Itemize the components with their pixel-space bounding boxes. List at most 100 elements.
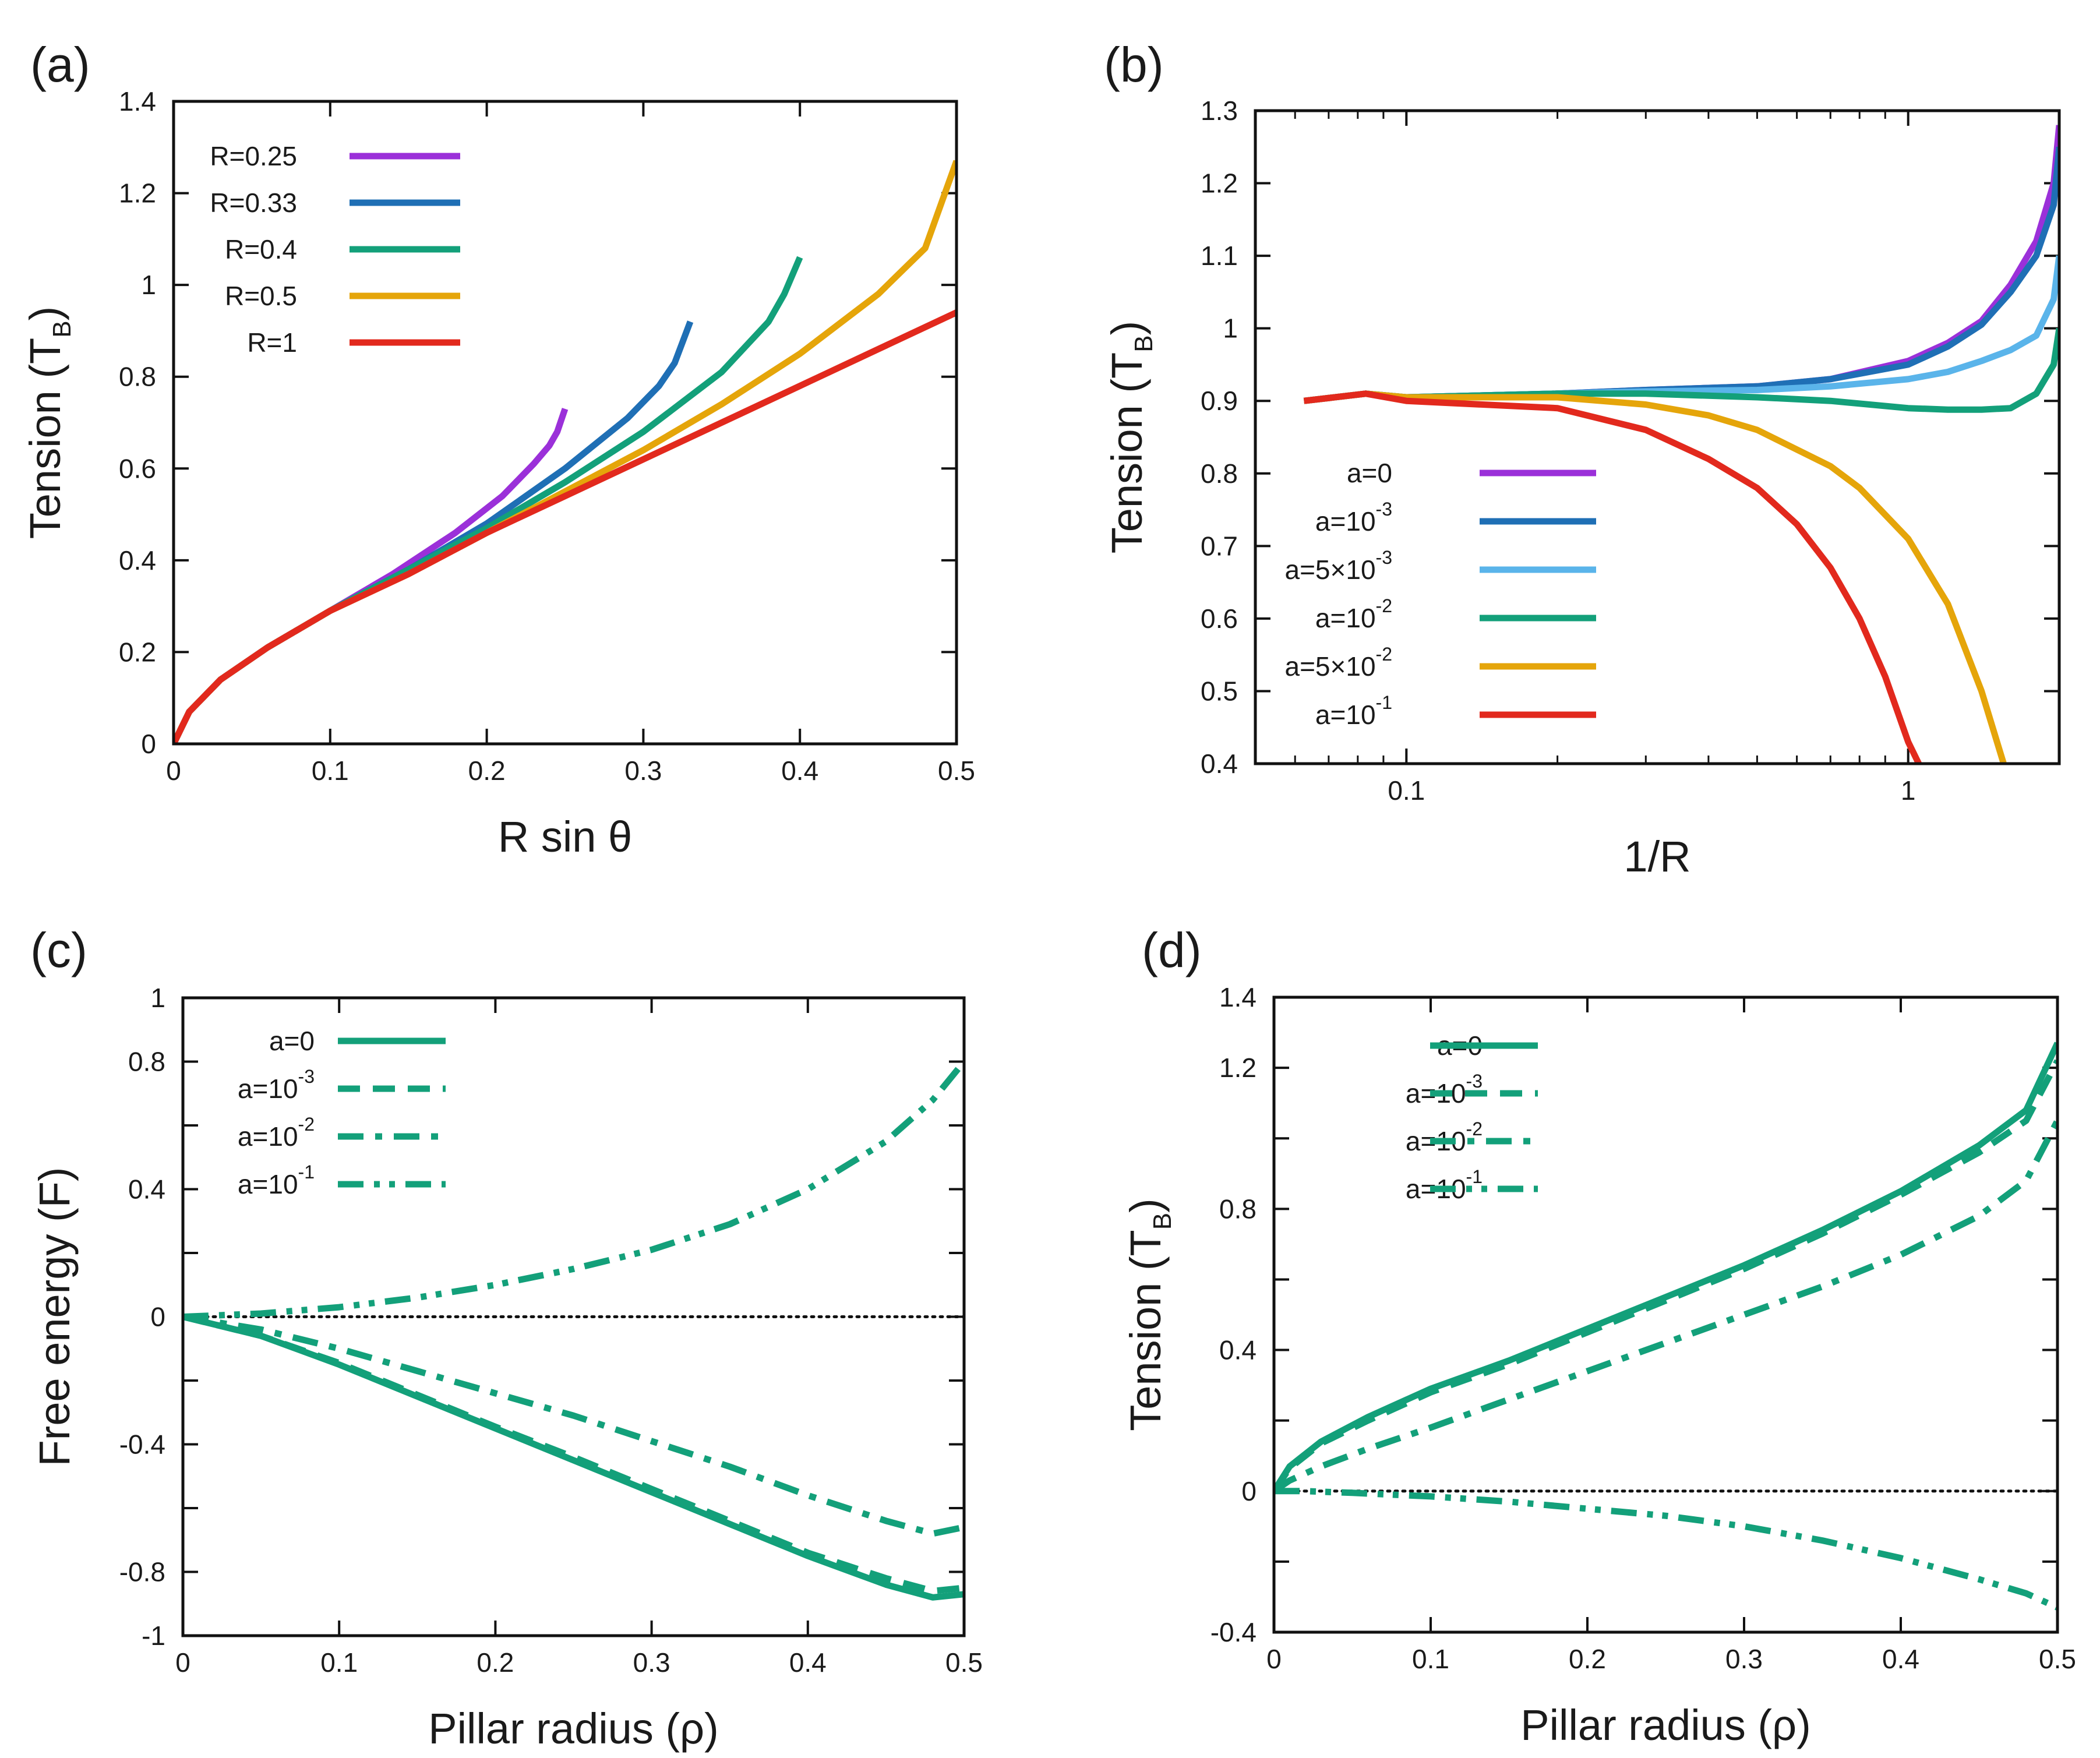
panel-label: (c) xyxy=(30,923,87,977)
series-line xyxy=(1274,1059,2057,1493)
x-tick-label: 0.1 xyxy=(320,1647,358,1678)
legend-label: a=10-3 xyxy=(1315,499,1392,536)
y-tick-label: 0.6 xyxy=(1201,603,1238,634)
legend-label: a=5×10-3 xyxy=(1284,547,1392,585)
series-line xyxy=(174,309,957,744)
x-tick-label: 0.4 xyxy=(781,756,818,786)
panel-label: (d) xyxy=(1142,923,1202,977)
y-tick-label: 1.2 xyxy=(119,178,156,209)
y-tick-label: 0.5 xyxy=(1201,676,1238,706)
x-axis-label: 1/R xyxy=(1623,832,1690,881)
legend-label: R=1 xyxy=(247,327,297,358)
legend-label: a=10-1 xyxy=(1315,692,1392,730)
y-tick-label: 1.4 xyxy=(119,86,156,117)
y-tick-label: 1.2 xyxy=(1219,1053,1257,1083)
series-line xyxy=(1274,1488,2057,1611)
x-tick-label: 0 xyxy=(166,756,181,786)
x-tick-label: 0.3 xyxy=(624,756,662,786)
legend-label: R=0.33 xyxy=(210,188,297,218)
series-line xyxy=(183,1314,964,1594)
legend-label: a=10-2 xyxy=(1406,1118,1483,1156)
series-group xyxy=(174,160,957,744)
x-tick-label: 0.1 xyxy=(1388,775,1425,806)
x-tick-label: 0.1 xyxy=(312,756,349,786)
x-tick-label: 0.5 xyxy=(2039,1644,2076,1674)
plot-frame xyxy=(1254,109,2061,765)
legend-label: R=0.5 xyxy=(225,281,297,311)
legend-label: a=10-3 xyxy=(238,1066,315,1104)
x-tick-label: 0.4 xyxy=(789,1647,827,1678)
y-tick-label: 0.8 xyxy=(128,1047,165,1077)
y-tick-label: -0.4 xyxy=(119,1429,165,1460)
panel-label: (b) xyxy=(1104,37,1164,92)
y-axis-label: Free energy (F) xyxy=(30,1167,79,1466)
panel-label: (a) xyxy=(30,37,90,92)
series-line xyxy=(1274,1042,2057,1493)
y-tick-label: 0.8 xyxy=(1201,458,1238,489)
y-axis-label: Tension (TB) xyxy=(1121,1198,1177,1431)
legend-label: a=10-3 xyxy=(1406,1071,1483,1109)
series-line xyxy=(1303,255,2059,404)
plot-frame xyxy=(181,996,966,1637)
legend-label: R=0.4 xyxy=(225,234,297,264)
x-axis-label: Pillar radius (ρ) xyxy=(1520,1701,1811,1749)
y-tick-label: 0.7 xyxy=(1201,531,1238,561)
legend-label: R=0.25 xyxy=(210,141,297,171)
series-group xyxy=(1274,1042,2057,1611)
x-tick-label: 0.2 xyxy=(477,1647,514,1678)
series-line xyxy=(1303,146,2059,404)
y-tick-label: -0.4 xyxy=(1210,1617,1257,1647)
series-line xyxy=(183,1060,964,1320)
x-axis-label: R sin θ xyxy=(498,813,632,861)
x-tick-label: 0.2 xyxy=(1569,1644,1606,1674)
panel-c: (c) 0 0.1 0.2 0.3 0.4 0.5 -1 -0.8 -0.4 0 0.4 0.8 1 a=0… xyxy=(30,923,983,1753)
x-tick-label: 0.5 xyxy=(938,756,975,786)
x-tick-label: 0.1 xyxy=(1412,1644,1449,1674)
y-tick-label: 1.1 xyxy=(1201,241,1238,271)
y-tick-label: 0.4 xyxy=(1201,749,1238,779)
legend-label: a=10-2 xyxy=(238,1114,315,1152)
series-line xyxy=(1303,390,1922,764)
x-tick-label: 0.2 xyxy=(468,756,506,786)
plot-frame xyxy=(172,100,958,746)
y-tick-label: 0.9 xyxy=(1201,386,1238,416)
series-line xyxy=(1303,390,2007,764)
y-tick-label: 0.4 xyxy=(1219,1335,1257,1365)
series-line xyxy=(183,1314,964,1601)
y-axis-label: Tension (TB) xyxy=(21,306,76,539)
y-tick-label: -0.8 xyxy=(119,1557,165,1587)
legend-label: a=10-1 xyxy=(1406,1166,1483,1204)
y-tick-label: 1.3 xyxy=(1201,96,1238,126)
series-line xyxy=(1274,1119,2057,1494)
y-tick-label: 0.8 xyxy=(1219,1194,1257,1224)
panel-b: (b) 0.1 1 0.4 0.5 0.6 0.7 0.8 0.9 1 1.1 1.2 1.3 a=0 a=… xyxy=(1103,37,2061,881)
x-tick-label: 0.3 xyxy=(1725,1644,1763,1674)
x-tick-label: 0 xyxy=(1266,1644,1282,1674)
x-axis-label: Pillar radius (ρ) xyxy=(428,1704,719,1753)
plot-frame xyxy=(1272,996,2059,1634)
x-tick-label: 0.3 xyxy=(633,1647,670,1678)
series-group xyxy=(1303,125,2059,764)
y-tick-label: 1 xyxy=(141,270,156,300)
x-tick-label: 0 xyxy=(175,1647,190,1678)
y-tick-label: 0.6 xyxy=(119,453,156,483)
panel-a: (a) 0 0.1 0.2 0.3 0.4 0.5 0 0.2 0.4 0.6 0.8 1 1.2 1.4 R… xyxy=(21,37,975,861)
y-tick-label: 1.4 xyxy=(1219,982,1257,1012)
series-line xyxy=(174,320,694,744)
y-axis-label: Tension (TB) xyxy=(1103,321,1158,553)
y-tick-label: 0 xyxy=(141,729,156,759)
y-tick-label: 1 xyxy=(150,983,165,1013)
series-line xyxy=(183,1314,964,1537)
series-line xyxy=(174,408,569,744)
y-tick-label: 1 xyxy=(1223,313,1238,344)
series-line xyxy=(1303,125,2059,404)
x-tick-label: 0.4 xyxy=(1882,1644,1919,1674)
y-tick-label: 0.4 xyxy=(119,545,156,576)
y-tick-label: 0.8 xyxy=(119,362,156,392)
x-tick-label: 0.5 xyxy=(945,1647,983,1678)
y-tick-label: 0 xyxy=(1241,1476,1257,1506)
y-tick-label: -1 xyxy=(142,1621,165,1651)
legend-label: a=0 xyxy=(1347,458,1392,488)
legend-label: a=5×10-2 xyxy=(1284,644,1392,682)
series-group xyxy=(183,1060,964,1601)
